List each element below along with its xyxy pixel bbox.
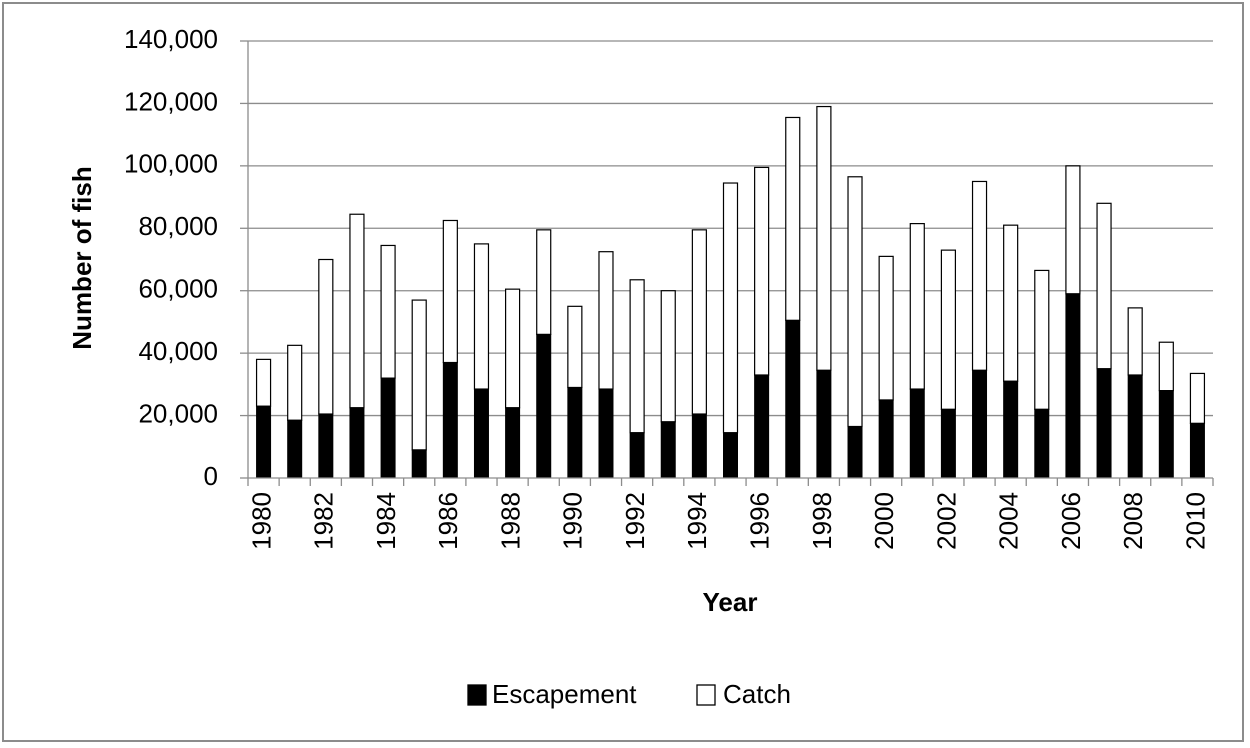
bar-catch-2004 [1003,224,1019,382]
bar-escapement-1984 [380,377,396,479]
bar-catch-1985 [411,299,427,451]
bar-catch-1984 [380,244,396,379]
bar-escapement-1997 [785,319,801,479]
bar-escapement-1996 [754,374,770,479]
bar-escapement-1982 [318,413,334,479]
bar-escapement-2006 [1065,293,1081,479]
bar-catch-2005 [1034,269,1050,410]
bar-catch-1989 [536,229,552,336]
bar-escapement-2009 [1158,390,1174,479]
bar-catch-1992 [629,279,645,434]
bar-catch-2010 [1189,372,1206,424]
bar-escapement-2004 [1003,380,1019,479]
bar-catch-1996 [754,166,770,376]
legend-label-catch: Catch [723,679,791,709]
bar-catch-1980 [255,358,272,407]
y-tick-label: 0 [204,461,218,491]
y-tick-label: 100,000 [124,149,218,179]
bar-catch-1986 [442,219,458,364]
x-tick-label: 1996 [745,492,775,550]
x-tick-label: 2010 [1180,492,1210,550]
bar-escapement-1981 [287,419,303,479]
y-tick-label: 120,000 [124,86,218,116]
axes [247,41,1214,486]
bar-catch-1998 [816,105,832,371]
bar-catch-1988 [504,288,521,409]
legend-swatch-escapement [467,684,487,706]
bar-escapement-2000 [878,399,894,479]
x-tick-label: 2008 [1118,492,1148,550]
bar-catch-2008 [1127,307,1143,376]
x-tick-label: 1980 [246,492,276,550]
bar-catch-1994 [691,229,707,415]
x-tick-label: 2006 [1056,492,1086,550]
y-tick-label: 140,000 [124,24,218,54]
bar-catch-2003 [971,180,988,371]
x-tick-labels: 1980 1982 1984 1986 1988 1990 1992 1994 1996 1998… [246,492,1210,550]
x-tick-label: 1998 [807,492,837,550]
x-tick-label: 2004 [994,492,1024,550]
legend-label-escapement: Escapement [492,679,637,709]
bar-escapement-1988 [505,407,521,479]
x-tick-label: 1984 [371,492,401,550]
bar-catch-1990 [567,305,583,389]
bar-escapement-2003 [972,369,988,479]
bar-escapement-1990 [567,386,583,479]
bar-escapement-1983 [349,407,365,479]
bar-escapement-1995 [723,432,738,479]
bar-escapement-2010 [1189,422,1205,479]
bar-escapement-1999 [847,425,863,479]
bar-escapement-2007 [1096,368,1112,479]
y-tick-label: 80,000 [138,211,218,241]
y-tick-labels: 0 20,000 40,000 60,000 80,000 100,000 120,000 1… [124,24,218,491]
bar-catch-2007 [1096,202,1112,370]
bar-escapement-1994 [691,413,707,479]
bar-catch-1991 [598,251,614,390]
legend-swatch-catch [696,684,716,706]
legend: Escapement Catch [467,679,791,709]
bar-catch-1993 [660,290,676,423]
bar-catch-1999 [847,176,863,428]
bar-escapement-1991 [598,388,614,479]
x-axis-title: Year [703,587,758,617]
x-tick-label: 2000 [869,492,899,550]
bar-escapement-2005 [1034,408,1050,479]
bar-catch-1982 [318,258,334,415]
x-tick-label: 1994 [682,492,712,550]
bars [255,105,1206,479]
bar-catch-2009 [1158,341,1174,392]
x-tick-label: 2002 [931,492,961,550]
bar-escapement-1989 [536,333,552,479]
bar-catch-1981 [287,344,303,421]
bar-catch-1995 [722,182,739,434]
bar-escapement-1998 [816,369,832,479]
x-tick-label: 1992 [620,492,650,550]
bar-catch-1987 [473,243,490,390]
bar-catch-2001 [909,223,925,390]
bar-catch-2000 [878,255,894,401]
bar-catch-1997 [785,116,801,321]
bar-escapement-1980 [256,405,272,479]
bar-catch-2002 [940,249,957,410]
x-tick-label: 1986 [433,492,463,550]
y-tick-label: 40,000 [138,336,218,366]
x-tick-label: 1982 [309,492,339,550]
bar-escapement-1986 [442,362,458,479]
x-tick-label: 1988 [495,492,525,550]
bar-escapement-1985 [411,449,427,479]
bar-escapement-1993 [660,421,676,479]
y-axis-title: Number of fish [67,166,97,349]
bar-catch-2006 [1065,165,1081,295]
y-tick-label: 60,000 [138,274,218,304]
bar-escapement-1992 [629,432,645,479]
bar-escapement-1987 [473,388,489,479]
x-tick-label: 1990 [558,492,588,550]
bar-catch-1983 [349,213,365,409]
y-tick-label: 20,000 [138,398,218,428]
bar-escapement-2008 [1127,374,1143,479]
bar-escapement-2001 [909,388,925,479]
bar-escapement-2002 [940,408,956,479]
